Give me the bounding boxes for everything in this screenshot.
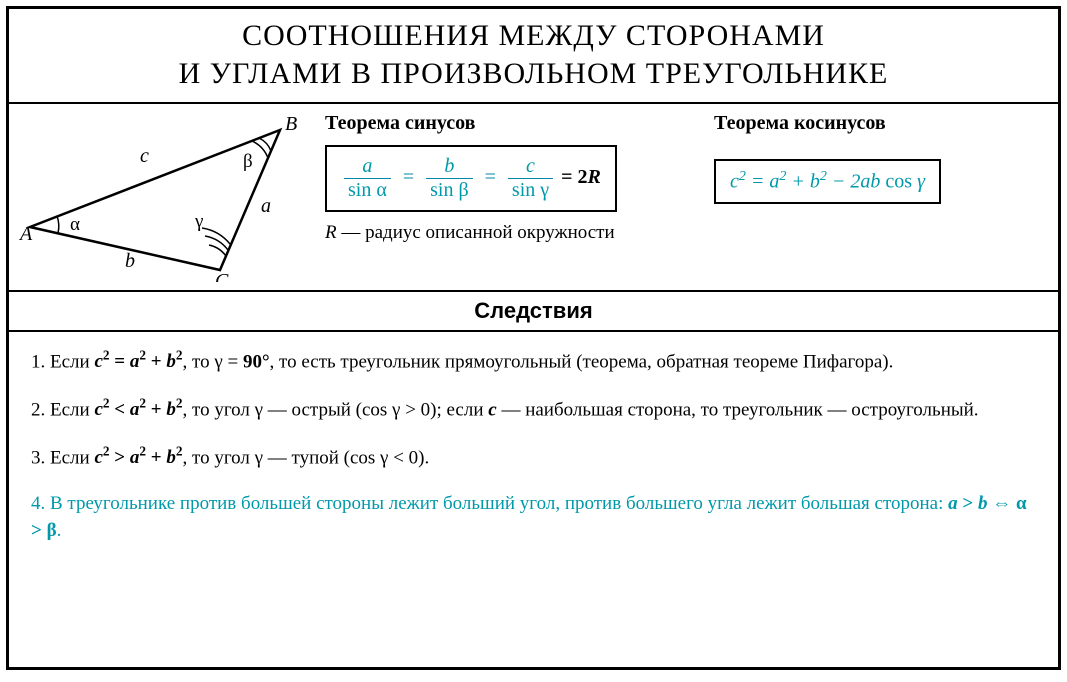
item-2-num: 2. (31, 399, 45, 420)
caption-R: R (325, 222, 337, 243)
sine-R: R (588, 166, 601, 188)
item-3-pre: Если (50, 447, 94, 468)
item-2-post: — наибольшая сторона, то треугольник — о… (497, 399, 979, 420)
item-1-post: , то есть треугольник прямоугольный (тео… (270, 351, 894, 372)
item-2-val: c (488, 399, 496, 420)
sine-sin-a: sin α (344, 179, 391, 202)
item-1-pre: Если (50, 351, 94, 372)
cosine-theorem: Теорема косинусов c2 = a2 + b2 − 2ab cos… (704, 112, 1044, 204)
sine-formula: asin α = bsin β = csin γ = 2R (325, 145, 617, 212)
cosine-title: Теорема косинусов (714, 112, 1044, 135)
document-frame: СООТНОШЕНИЯ МЕЖДУ СТОРОНАМИ И УГЛАМИ В П… (6, 6, 1061, 670)
side-a: a (261, 195, 271, 217)
item-1-num: 1. (31, 351, 45, 372)
item-4-num: 4. (31, 493, 45, 514)
item-4: 4. В треугольнике против большей стороны… (31, 490, 1036, 545)
triangle-diagram: A B C c a b α β γ (15, 112, 315, 282)
side-c: c (140, 145, 149, 167)
vertex-B: B (285, 113, 297, 135)
cosine-formula: c2 = a2 + b2 − 2ab cos γ (714, 159, 941, 204)
vertex-C: C (215, 270, 229, 282)
item-1-mid: , то γ = (183, 351, 243, 372)
caption-text: — радиус описанной окружности (337, 222, 615, 243)
sine-sin-b: sin β (426, 179, 473, 202)
sine-sin-c: sin γ (508, 179, 553, 202)
angle-gamma: γ (194, 211, 203, 232)
item-3-num: 3. (31, 447, 45, 468)
item-2-pre: Если (50, 399, 94, 420)
item-2: 2. Если c2 < a2 + b2, то угол γ — острый… (31, 394, 1036, 424)
sine-title: Теорема синусов (325, 112, 704, 135)
item-3-mid: , то угол γ — тупой (cos γ < 0). (183, 447, 430, 468)
theorems-row: A B C c a b α β γ Теорема синусов asin α… (9, 104, 1058, 292)
item-2-mid: , то угол γ — острый (cos γ > 0); если (183, 399, 489, 420)
sine-c: c (508, 155, 553, 179)
title-line1: СООТНОШЕНИЯ МЕЖДУ СТОРОНАМИ (242, 19, 825, 52)
item-1: 1. Если c2 = a2 + b2, то γ = 90°, то ест… (31, 346, 1036, 376)
consequences-title: Следствия (9, 292, 1058, 332)
sine-theorem: Теорема синусов asin α = bsin β = csin γ… (315, 112, 704, 244)
sine-caption: R — радиус описанной окружности (325, 222, 704, 244)
side-b: b (125, 250, 135, 272)
item-1-val: 90° (243, 351, 270, 372)
sine-a: a (344, 155, 391, 179)
angle-alpha: α (70, 214, 80, 235)
angle-beta: β (243, 151, 253, 172)
vertex-A: A (18, 223, 33, 245)
main-title: СООТНОШЕНИЯ МЕЖДУ СТОРОНАМИ И УГЛАМИ В П… (9, 9, 1058, 104)
title-line2: И УГЛАМИ В ПРОИЗВОЛЬНОМ ТРЕУГОЛЬНИКЕ (179, 57, 889, 90)
consequences-body: 1. Если c2 = a2 + b2, то γ = 90°, то ест… (9, 332, 1058, 577)
item-4-text: В треугольнике против большей стороны ле… (50, 493, 948, 514)
item-3: 3. Если c2 > a2 + b2, то угол γ — тупой … (31, 442, 1036, 472)
sine-eq2R: = 2 (561, 166, 587, 188)
sine-b: b (426, 155, 473, 179)
